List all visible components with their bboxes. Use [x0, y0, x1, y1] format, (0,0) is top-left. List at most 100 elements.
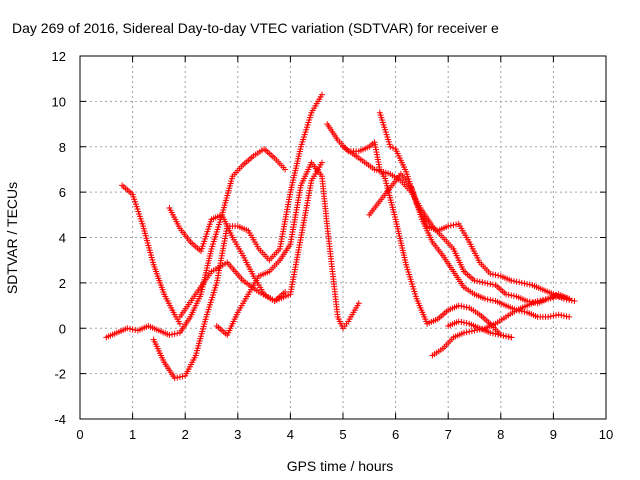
data-point	[318, 159, 325, 166]
data-point	[555, 311, 562, 318]
data-point	[453, 221, 460, 228]
data-point	[447, 222, 454, 229]
data-point	[484, 296, 491, 303]
data-point	[482, 295, 489, 302]
data-point	[558, 312, 565, 319]
data-point	[495, 272, 502, 279]
data-point	[550, 294, 557, 301]
data-point	[505, 291, 512, 298]
data-point	[474, 278, 481, 285]
data-point	[179, 373, 186, 380]
data-point	[479, 279, 486, 286]
data-point	[487, 270, 494, 277]
data-point	[455, 318, 462, 325]
x-tick-label: 10	[599, 427, 613, 442]
data-point	[166, 332, 173, 339]
data-point	[563, 313, 570, 320]
data-point	[463, 329, 470, 336]
data-point	[553, 312, 560, 319]
data-point	[521, 308, 528, 315]
data-point	[450, 222, 457, 229]
x-tick-label: 8	[497, 427, 504, 442]
data-point	[476, 278, 483, 285]
data-point	[460, 303, 467, 310]
data-point	[176, 320, 183, 327]
data-point	[571, 298, 578, 305]
data-point	[171, 330, 178, 337]
data-point	[503, 333, 510, 340]
y-tick-label: 12	[52, 49, 66, 64]
data-point	[489, 330, 496, 337]
data-points	[103, 91, 578, 382]
data-point	[471, 277, 478, 284]
data-point	[466, 328, 473, 335]
data-point	[518, 308, 525, 315]
series-11	[429, 293, 573, 359]
data-point	[497, 332, 504, 339]
y-tick-label: 8	[59, 140, 66, 155]
data-point	[487, 296, 494, 303]
data-point	[518, 279, 525, 286]
series-2	[103, 146, 289, 341]
data-point	[174, 374, 181, 381]
data-point	[463, 320, 470, 327]
data-point	[516, 279, 523, 286]
x-tick-label: 1	[129, 427, 136, 442]
data-point	[550, 312, 557, 319]
data-point	[171, 375, 178, 382]
data-point	[355, 300, 362, 307]
y-tick-label: -2	[54, 367, 66, 382]
data-point	[282, 288, 289, 295]
data-point	[510, 292, 517, 299]
data-point	[503, 291, 510, 298]
y-tick-label: 10	[52, 94, 66, 109]
data-point	[508, 277, 515, 284]
data-point	[124, 325, 131, 332]
series-12	[445, 318, 515, 341]
data-point	[487, 281, 494, 288]
y-tick-label: -4	[54, 412, 66, 427]
x-tick-label: 9	[550, 427, 557, 442]
data-point	[487, 329, 494, 336]
data-point	[174, 330, 181, 337]
y-tick-label: 4	[59, 231, 66, 246]
data-point	[563, 295, 570, 302]
data-point	[521, 280, 528, 287]
series-10	[366, 170, 573, 320]
data-point	[455, 302, 462, 309]
data-point	[513, 278, 520, 285]
x-tick-label: 5	[339, 427, 346, 442]
data-point	[492, 330, 499, 337]
data-point	[566, 313, 573, 320]
data-point	[489, 271, 496, 278]
data-point	[560, 312, 567, 319]
data-point	[500, 332, 507, 339]
data-point	[176, 374, 183, 381]
data-point	[508, 334, 515, 341]
data-point	[534, 298, 541, 305]
data-point	[539, 296, 546, 303]
data-point	[169, 331, 176, 338]
series-4	[166, 205, 289, 305]
data-point	[460, 329, 467, 336]
data-point	[560, 294, 567, 301]
data-point	[545, 295, 552, 302]
y-tick-label: 0	[59, 321, 66, 336]
data-point	[458, 303, 465, 310]
data-point	[463, 304, 470, 311]
data-point	[542, 296, 549, 303]
data-point	[545, 313, 552, 320]
data-point	[460, 319, 467, 326]
data-point	[389, 144, 396, 151]
x-axis-label: GPS time / hours	[287, 458, 394, 474]
data-point	[126, 325, 133, 332]
data-point	[566, 295, 573, 302]
x-tick-label: 3	[234, 427, 241, 442]
data-point	[555, 293, 562, 300]
data-point	[471, 327, 478, 334]
x-tick-label: 7	[445, 427, 452, 442]
y-tick-label: 2	[59, 276, 66, 291]
data-point	[445, 223, 452, 230]
y-tick-labels: -4 -2 0 2 4 6 8 10 12	[52, 49, 66, 427]
